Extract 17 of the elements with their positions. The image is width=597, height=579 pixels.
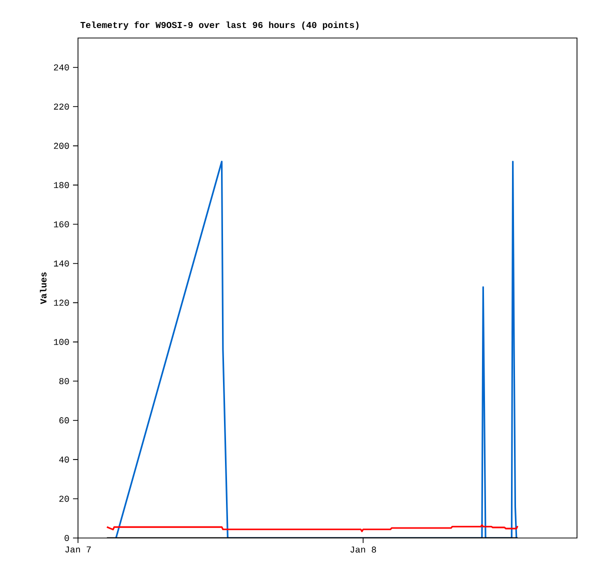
x-tick-label: Jan 8 bbox=[350, 546, 376, 553]
y-tick-label: 180 bbox=[54, 182, 69, 188]
y-tick-label: 40 bbox=[59, 456, 69, 463]
y-tick-label: 20 bbox=[59, 496, 69, 502]
y-tick-label: 220 bbox=[54, 104, 69, 110]
x-tick-label: Jan 7 bbox=[65, 546, 91, 553]
y-tick-label: 160 bbox=[54, 221, 69, 228]
y-tick-label: 80 bbox=[59, 378, 69, 384]
y-tick-label: 200 bbox=[54, 142, 69, 149]
y-axis-title: Values bbox=[40, 272, 47, 304]
y-tick-label: 0 bbox=[64, 534, 69, 542]
y-tick-label: 120 bbox=[54, 300, 69, 306]
chart-title: Telemetry for W9OSI-9 over last 96 hours (40 points) bbox=[80, 21, 358, 30]
y-tick-label: 100 bbox=[54, 338, 69, 345]
y-tick-label: 240 bbox=[54, 64, 69, 70]
y-tick-label: 60 bbox=[59, 417, 69, 424]
y-tick-label: 140 bbox=[54, 260, 69, 267]
